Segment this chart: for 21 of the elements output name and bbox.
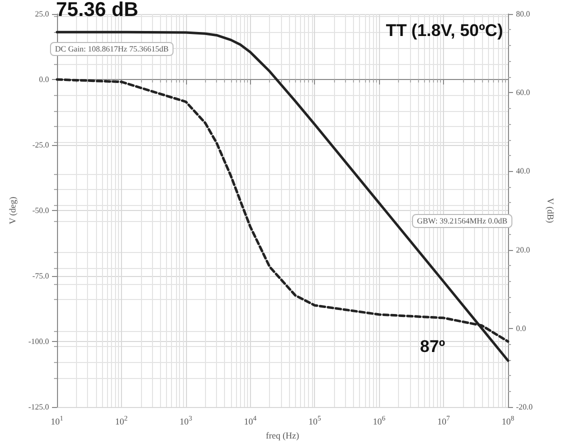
y-tick-label: -75.0 — [32, 272, 49, 280]
y2-tick-label: 40.0 — [516, 166, 530, 176]
y-tick-label: -25.0 — [32, 140, 49, 150]
annotation: DC Gain: 108.8617Hz 75.36615dB — [55, 44, 169, 54]
y2-axis-title: V (dB) — [546, 198, 556, 224]
y2-tick-label: 20.0 — [516, 245, 530, 254]
y-tick-label: 0.0 — [39, 75, 49, 84]
annotation: 87º — [420, 337, 446, 356]
y2-tick-label: 0.0 — [516, 324, 526, 333]
y-tick-label: -125.0 — [28, 402, 49, 412]
y2-tick-label: -20.0 — [516, 402, 533, 412]
x-axis-title: freq (Hz) — [266, 430, 300, 440]
annotation: GBW: 39.21564MHz 0.0dB — [417, 216, 508, 226]
y-tick-label: -100.0 — [28, 337, 49, 346]
annotation: 75.36 dB — [56, 0, 138, 21]
y-tick-label: 25.0 — [35, 10, 49, 18]
y-axis-title: V (deg) — [8, 196, 18, 224]
annotation: TT (1.8V, 50ºC) — [386, 21, 504, 40]
y2-tick-label: 60.0 — [516, 88, 530, 98]
y2-tick-label: 80.0 — [516, 10, 530, 18]
y-tick-label: -50.0 — [32, 206, 49, 215]
